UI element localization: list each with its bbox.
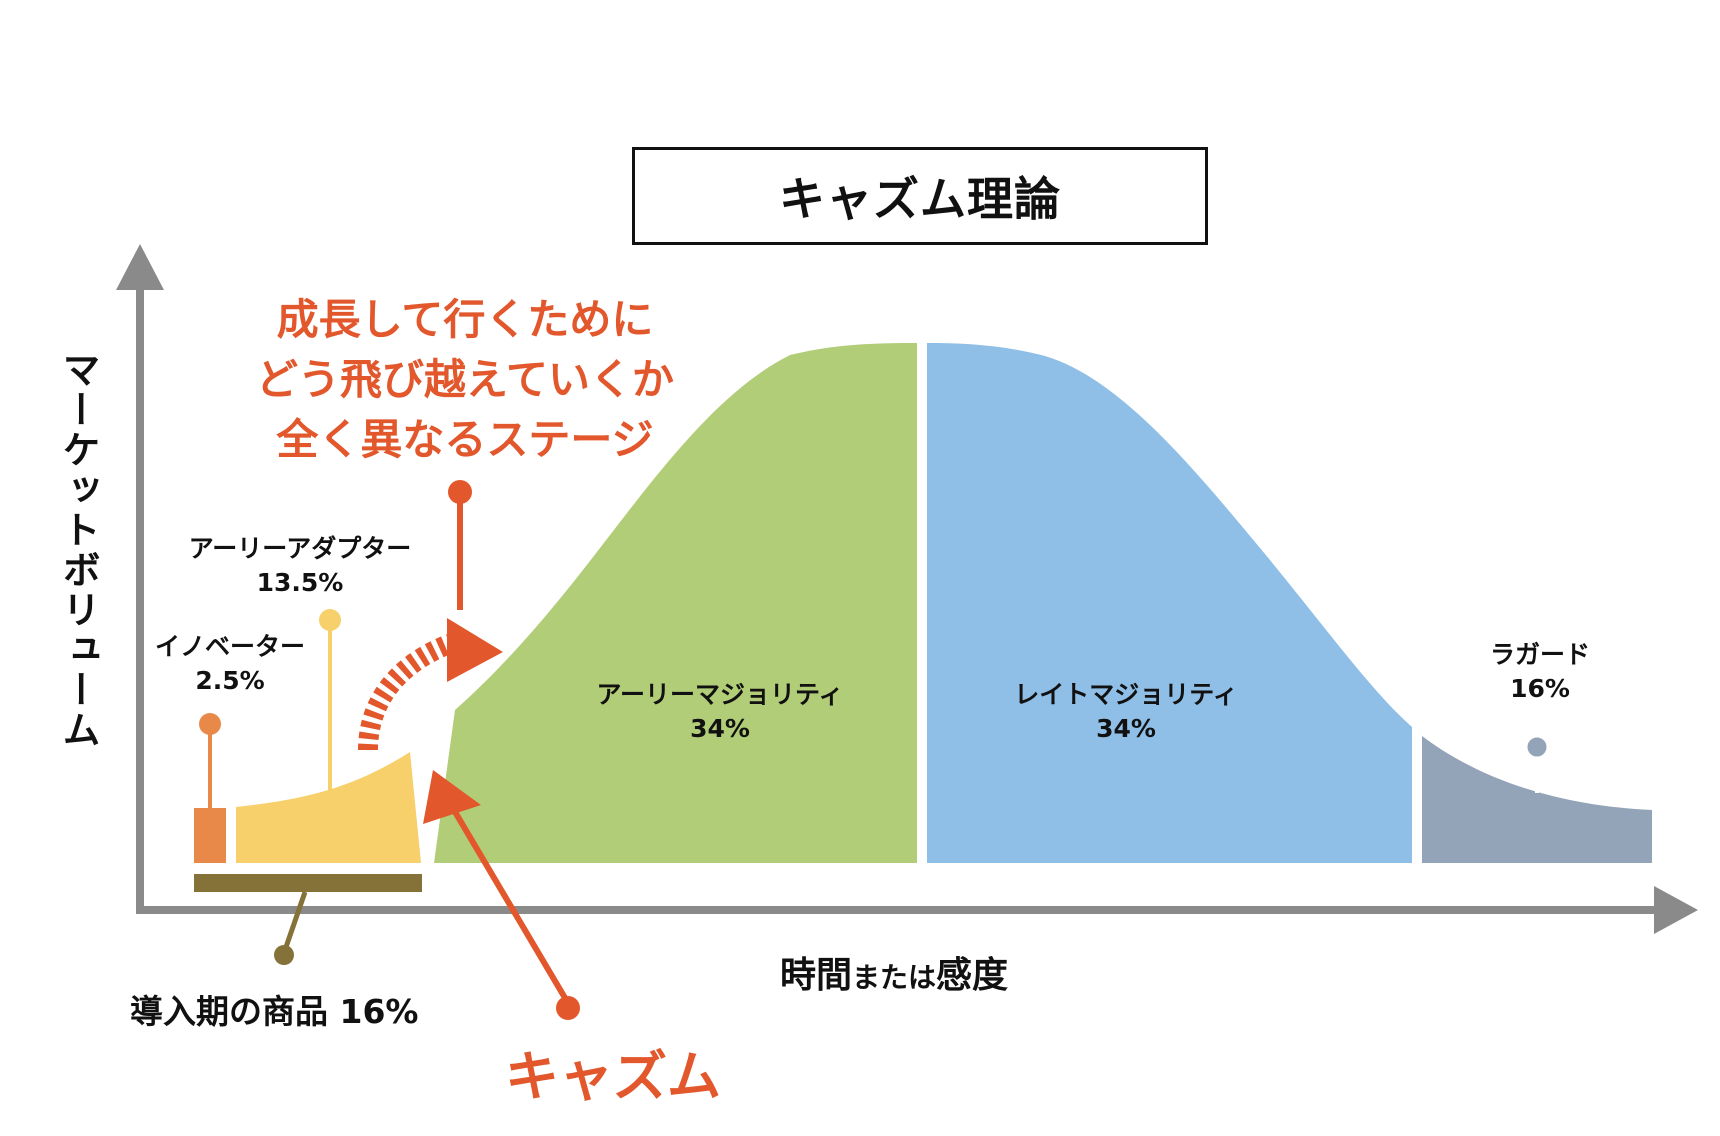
x-axis-arrowhead <box>1654 886 1698 934</box>
chasm-arrowhead <box>423 770 481 824</box>
segment-name: アーリーアダプター <box>188 534 412 563</box>
segment-name: イノベーター <box>154 632 305 661</box>
intro-period-pin-line <box>282 891 308 951</box>
innovator-label: イノベーター 2.5% <box>150 630 310 698</box>
intro-period-bar <box>194 874 422 892</box>
early-adopter-pin-dot <box>319 609 341 631</box>
segment-percent: 13.5% <box>256 568 344 597</box>
segment-percent: 34% <box>690 714 750 743</box>
segment-percent: 34% <box>1096 714 1156 743</box>
segment-innovators <box>194 808 226 863</box>
late-majority-label: レイトマジョリティ 34% <box>986 678 1266 746</box>
jump-arrow <box>358 633 456 751</box>
segment-late-majority <box>927 343 1412 863</box>
x-axis-label: 時間または感度 <box>780 946 1008 998</box>
chasm-pin-dot <box>556 996 580 1020</box>
intro-period-label: 導入期の商品 16% <box>130 992 419 1031</box>
x-axis-label-time: 時間 <box>780 955 853 996</box>
chasm-message: 成長して行くために どう飛び越えていくか 全く異なるステージ <box>230 290 700 470</box>
y-axis-arrowhead <box>116 244 164 290</box>
chasm-message-line: 成長して行くために <box>276 295 654 344</box>
chasm-arrow-line <box>445 798 571 1005</box>
early-adopter-label: アーリーアダプター 13.5% <box>160 532 440 600</box>
segment-percent: 16% <box>1510 674 1570 703</box>
early-majority-label: アーリーマジョリティ 34% <box>580 678 860 746</box>
segment-percent: 2.5% <box>195 666 265 695</box>
x-axis-label-sensitivity: 感度 <box>936 955 1009 996</box>
segment-name: アーリーマジョリティ <box>596 680 844 709</box>
diagram-title: キャズム理論 <box>632 147 1208 245</box>
intro-period-pin-dot <box>274 945 294 965</box>
segment-name: ラガード <box>1489 640 1590 669</box>
chasm-message-line: 全く異なるステージ <box>276 415 654 464</box>
segment-laggards <box>1422 736 1652 863</box>
laggard-label: ラガード 16% <box>1460 638 1620 706</box>
segment-name: レイトマジョリティ <box>1014 680 1238 709</box>
segment-early-majority <box>434 343 917 863</box>
chasm-label: キャズム <box>505 1045 721 1108</box>
segment-early-adopters <box>236 752 421 863</box>
chasm-message-line: どう飛び越えていくか <box>256 355 674 404</box>
axes <box>116 244 1698 934</box>
y-axis-label: マーケットボリューム <box>56 350 100 750</box>
jump-arrowhead <box>447 618 503 682</box>
innovator-pin-dot <box>199 713 221 735</box>
x-axis-label-or: または <box>852 961 937 994</box>
laggard-pin-dot <box>1524 734 1550 760</box>
message-pin-dot <box>448 480 472 504</box>
